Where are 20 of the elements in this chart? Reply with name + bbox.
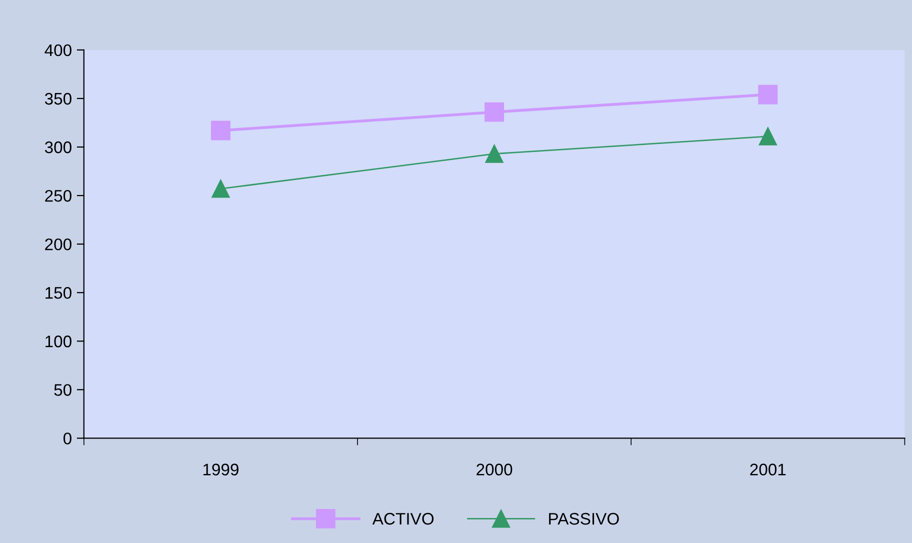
x-tick-label: 2001 [750,464,786,476]
y-tick-label: 300 [44,141,72,154]
legend-label: PASSIVO [549,512,619,525]
x-tick-label: 1999 [203,464,238,476]
y-tick-label: 150 [46,287,72,299]
y-tick-label: 50 [54,384,72,396]
y-tick-label: 200 [45,238,72,250]
point [758,127,777,146]
y-tick-label: 350 [44,92,72,105]
legend-label: ACTIVO [372,512,434,525]
point [210,120,230,140]
y-tick-label: 100 [46,336,72,348]
point [758,84,778,104]
y-tick-label: 250 [45,190,72,202]
y-tick-label: 400 [44,44,72,56]
point [212,180,230,198]
point [484,102,504,122]
y-tick-label: 0 [63,432,72,444]
x-tick-label: 2000 [476,464,512,476]
point [485,144,504,163]
